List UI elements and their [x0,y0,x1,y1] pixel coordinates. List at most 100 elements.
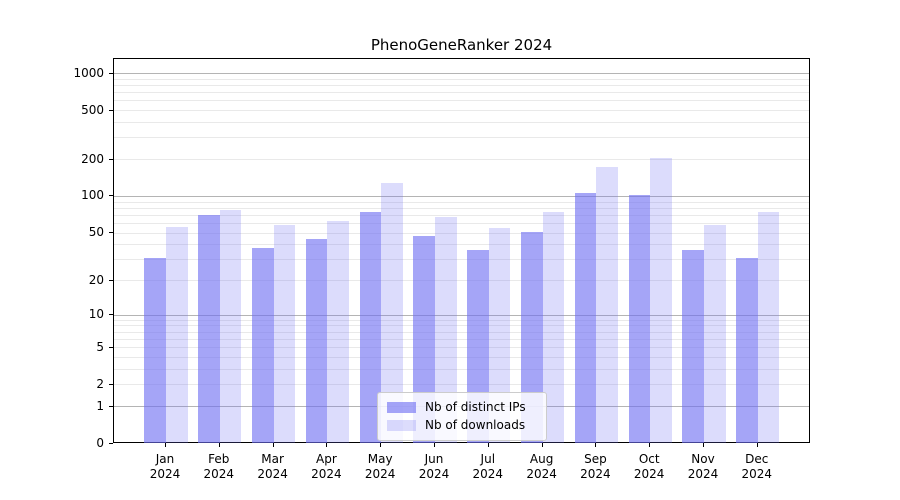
y-tick-label: 20 [88,272,104,287]
x-tick-mark [326,443,328,448]
legend: Nb of distinct IPs Nb of downloads [377,392,547,441]
gridline-minor [114,368,809,370]
bar-distinct-ips [144,257,166,444]
gridline-minor [114,259,809,261]
x-tick-mark [487,443,489,448]
gridline-minor [114,325,809,327]
gridline-minor [114,92,809,94]
bar-downloads [327,221,350,444]
bar-distinct-ips [682,249,704,444]
bar-distinct-ips [305,239,328,444]
gridline-major [114,73,809,75]
y-tick-mark [109,158,113,160]
y-tick-mark [109,279,113,281]
x-tick-label: Sep 2024 [580,451,611,481]
bar-downloads [704,224,726,444]
bar-distinct-ips [574,193,597,444]
y-tick-label: 50 [88,225,104,240]
x-tick-label: Feb 2024 [203,451,235,481]
gridline-minor [114,347,809,349]
bar-distinct-ips [628,194,651,444]
gridline-minor [114,232,809,234]
gridline-minor [114,110,809,112]
x-tick-label: Jun 2024 [418,451,450,481]
y-tick-label: 2 [96,376,104,391]
gridline-minor [114,384,809,386]
legend-item-distinct-ips: Nb of distinct IPs [387,399,537,416]
x-tick-mark [434,443,435,448]
x-tick-mark [380,443,382,448]
bar-downloads [488,228,511,444]
chart-title: PhenoGeneRanker 2024 [370,36,553,54]
gridline-minor [114,122,809,124]
bar-downloads [650,158,672,444]
x-tick-label: Apr 2024 [311,451,342,481]
gridline-major [114,314,809,316]
legend-swatch-downloads [387,420,416,431]
y-tick-label: 1 [96,398,104,413]
gridline-minor [114,331,809,333]
y-tick-label: 100 [81,188,104,203]
y-tick-mark [109,405,113,407]
x-tick-label: Jul 2024 [472,451,504,481]
bar-distinct-ips [413,235,435,444]
gridline-minor [114,280,809,282]
bar-downloads [596,166,619,444]
bar-distinct-ips [520,231,543,444]
x-tick-mark [756,443,758,448]
gridline-minor [114,137,809,139]
x-tick-label: Oct 2024 [633,451,665,481]
x-tick-mark [165,443,166,448]
x-tick-label: May 2024 [364,451,396,481]
x-tick-label: Dec 2024 [741,451,773,481]
x-tick-label: Jan 2024 [149,451,181,481]
bar-distinct-ips [198,214,220,444]
y-tick-mark [109,72,113,74]
y-tick-label: 200 [81,151,104,166]
bar-downloads [435,217,457,444]
x-tick-mark [218,443,220,448]
legend-label-downloads: Nb of downloads [425,418,526,432]
gridline-minor [114,319,809,321]
bar-downloads [166,226,188,444]
gridline-minor [114,207,809,209]
x-tick-mark [595,443,597,448]
bar-downloads [542,211,565,444]
bar-downloads [757,211,780,444]
y-tick-label: 0 [96,435,104,450]
bar-downloads [273,224,296,444]
x-tick-mark [541,443,543,448]
gridline-minor [114,214,809,216]
gridline-minor [114,244,809,246]
gridline-minor [114,159,809,161]
y-tick-mark [109,109,113,111]
x-tick-mark [649,443,651,448]
bar-downloads [219,210,242,444]
y-tick-mark [109,383,113,385]
legend-item-downloads: Nb of downloads [387,417,537,434]
y-tick-label: 1000 [73,65,104,80]
y-tick-mark [109,314,113,316]
x-tick-label: Aug 2024 [526,451,557,481]
gridline-minor [114,100,809,102]
y-tick-label: 10 [88,307,104,322]
gridline-minor [114,338,809,340]
gridline-major [114,195,809,197]
x-tick-label: Nov 2024 [687,451,719,481]
bar-downloads [381,183,403,444]
gridline-minor [114,356,809,358]
gridline-minor [114,201,809,203]
plot-area [113,58,810,444]
legend-label-distinct-ips: Nb of distinct IPs [425,400,526,414]
y-tick-mark [109,195,113,197]
bar-distinct-ips [359,211,382,444]
y-tick-label: 5 [96,339,104,354]
x-tick-label: Mar 2024 [257,451,288,481]
gridline-minor [114,84,809,86]
x-tick-mark [272,443,274,448]
gridline-minor [114,222,809,224]
x-tick-mark [703,443,704,448]
y-tick-mark [109,442,113,444]
y-tick-mark [109,232,113,234]
